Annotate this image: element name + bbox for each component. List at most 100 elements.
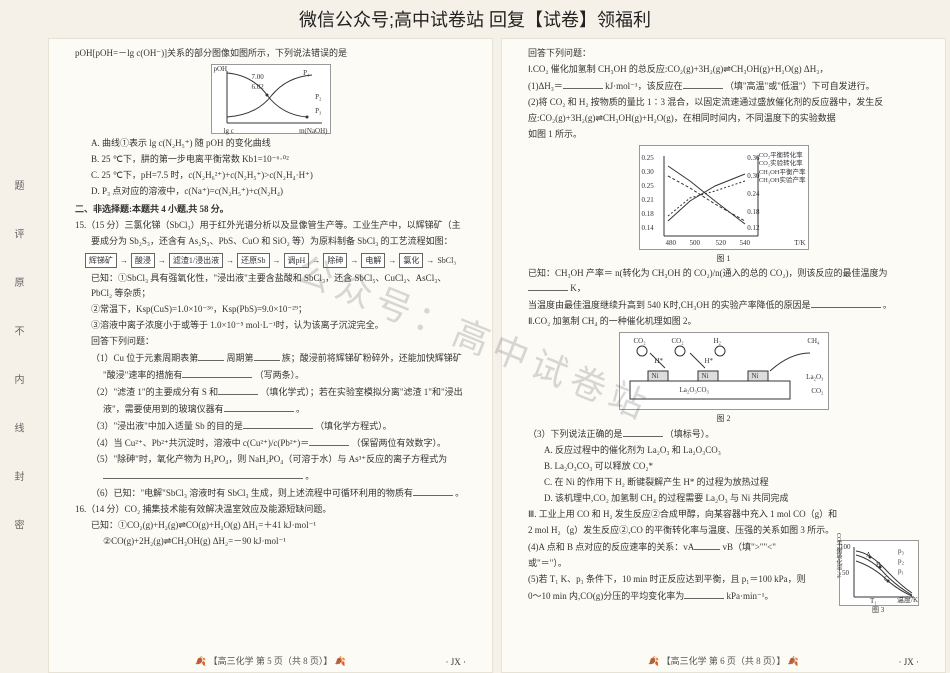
- flow-out: SbCl₃: [437, 256, 456, 265]
- lbl: CO₂: [672, 337, 684, 345]
- fig2-caption: 图 2: [528, 413, 919, 425]
- tick: 540: [740, 239, 751, 247]
- t: 。: [305, 471, 314, 481]
- page-6: 回答下列问题： Ⅰ.CO₂ 催化加氢制 CH₃OH 的总反应:CO₂(g)+3H…: [501, 38, 946, 673]
- q15-known3: ③溶液中离子浓度小于或等于 1.0×10⁻⁵ mol·L⁻¹时，认为该离子沉淀完…: [75, 319, 466, 333]
- lbl: CO₂: [634, 337, 646, 345]
- lbl: H₂: [714, 337, 722, 345]
- q16-k1: 已知：①CO₂(g)+H₂(g)⇌CO(g)+H₂O(g) ΔH₁=＋41 kJ…: [75, 519, 466, 533]
- t: （2）"滤渣 1"的主要成分有 S 和: [91, 387, 218, 397]
- opt-b: B. 25 ℃下，肼的第一步电离平衡常数 Kb1=10⁻⁶·⁰²: [75, 153, 466, 167]
- t: 。: [296, 404, 305, 414]
- lbl: p₁: [898, 567, 904, 575]
- r-l1b: (1)ΔH₃＝ kJ·mol⁻¹，该反应在 （填"高温"或"低温"）下可自发进行…: [528, 79, 919, 94]
- tick: 520: [716, 239, 727, 247]
- t: （填化学式）；若在实验室模拟分离"滤渣 1"和"浸出: [260, 387, 462, 397]
- figure-1: 0.25 0.30 0.25 0.21 0.18 0.14 0.36 0.30 …: [528, 145, 919, 250]
- tick: 500: [690, 239, 701, 247]
- legend-item: CO₂实验转化率: [759, 160, 806, 168]
- flow-as: 除砷: [323, 253, 347, 268]
- flow-ore: 辉锑矿: [85, 253, 117, 268]
- q15-2c: 液"，需要使用到的玻璃仪器有 。: [75, 402, 466, 417]
- q15-5: （5）"除砷"时，氧化产物为 H₃PO₄，则 NaH₂PO₄（可溶于水）与 As…: [75, 453, 466, 467]
- mark-p2: P₂: [315, 93, 321, 101]
- r-l6b: 2 mol H₂（g）发生反应②,CO 的平衡转化率与温度、压强的关系如图 3 …: [528, 524, 919, 538]
- t: （填化学方程式）。: [315, 421, 392, 431]
- t: 周期第: [227, 353, 254, 363]
- r-l7c: 或"＝"）。: [528, 557, 833, 571]
- r-l1a: Ⅰ.CO₂ 催化加氢制 CH₃OH 的总反应:CO₂(g)+3H₂(g)⇌CH₃…: [528, 63, 919, 77]
- legend-item: CH₃OH实验产率: [759, 177, 806, 185]
- r-l6a: Ⅲ. 工业上用 CO 和 H₂ 发生反应②合成甲醇，向某容器中充入 1 mol …: [528, 508, 919, 522]
- flow-ph: 调pH: [284, 253, 310, 268]
- r-l2b: 应:CO₂(g)+3H₂(g)⇌CH₃OH(g)+H₂O(g)，在相同时间内，不…: [528, 112, 919, 126]
- section-2: 二、非选择题:本题共 4 小题,共 58 分。: [75, 203, 466, 217]
- tick: 0.24: [747, 190, 759, 198]
- tick: 0.36: [747, 154, 759, 162]
- ans-head: 回答下列问题：: [528, 47, 919, 61]
- q16-head: 16.（14 分）CO₂ 捕集技术能有效解决温室效应及能源短缺问题。: [75, 503, 466, 517]
- tick: 0.12: [747, 224, 759, 232]
- tick: 0.30: [747, 172, 759, 180]
- footer-text: 【高三化学 第 5 页（共 8 页）】: [209, 656, 333, 666]
- q15-known1b: PbCl₂ 等杂质；: [75, 287, 466, 301]
- lbl: p₂: [898, 557, 904, 565]
- q15-head2: 要成分为 Sb₂S₃，还含有 As₂S₃、PbS、CuO 和 SiO₂ 等）为原…: [75, 235, 466, 249]
- lbl: Ni: [652, 372, 659, 380]
- xlabel-r: m(NaOH): [299, 127, 327, 135]
- q15-2: （2）"滤渣 1"的主要成分有 S 和 （填化学式）；若在实验室模拟分离"滤渣 …: [75, 385, 466, 400]
- page-footer-5: 🍂 【高三化学 第 5 页（共 8 页）】 🍂: [49, 654, 492, 667]
- q15-3: （3）"浸出液"中加入适量 Sb 的目的是 （填化学方程式）。: [75, 419, 466, 434]
- footer-code-6: · JX ·: [899, 657, 920, 667]
- tick: 0.25: [642, 154, 654, 162]
- t: 。: [455, 488, 464, 498]
- lbl: CO₂: [811, 387, 823, 395]
- t: 液"，需要使用到的玻璃仪器有: [103, 404, 224, 414]
- t: vB（填">""<": [723, 542, 776, 552]
- lbl: H*: [655, 357, 664, 365]
- lbl: H*: [705, 357, 714, 365]
- t: kPa·min⁻¹。: [727, 591, 774, 601]
- r-oB: B. La₂O₃CO₃ 可以释放 CO₂*: [528, 460, 919, 474]
- t: "酸浸"速率的措施有: [103, 370, 182, 380]
- xlabel: 温度/K: [897, 595, 918, 605]
- arrow-icon: →: [158, 256, 166, 265]
- t: （3）"浸出液"中加入适量 Sb 的目的是: [91, 421, 243, 431]
- lbl: La₂O₃CO₃: [680, 386, 709, 394]
- blank: [683, 79, 723, 89]
- blank: [198, 351, 224, 361]
- tick: 0.21: [642, 196, 654, 204]
- page-footer-6: 🍂 【高三化学 第 6 页（共 8 页）】 🍂: [502, 654, 945, 667]
- blank: [563, 79, 603, 89]
- figure-poh-box: pOH 7.00 6.02 P₁ P₂ P₃ lg c m(NaOH): [211, 64, 331, 134]
- figure-poh: pOH 7.00 6.02 P₁ P₂ P₃ lg c m(NaOH): [75, 64, 466, 134]
- blank: [254, 351, 280, 361]
- t: 当温度由最佳温度继续升高到 540 K时,CH₃OH 的实验产率降低的原因是: [528, 300, 811, 310]
- lbl: C: [884, 575, 889, 583]
- q16-k2: ②CO(g)+2H₂(g)⇌CH₃OH(g) ΔH₂=－90 kJ·mol⁻¹: [75, 535, 466, 549]
- fig1-caption: 图 1: [528, 253, 919, 265]
- t: (4)A 点和 B 点对应的反应速率的关系：vA: [528, 542, 694, 552]
- blank: [103, 469, 303, 479]
- t: 。: [883, 300, 892, 310]
- blank: [243, 419, 313, 429]
- r-l2a: (2)将 CO₂ 和 H₂ 按物质的量比 1∶3 混合，以固定流速通过盛放催化剂…: [528, 96, 919, 110]
- lbl: Ni: [752, 372, 759, 380]
- blank: [684, 589, 724, 599]
- xlabel: T/K: [794, 239, 805, 247]
- legend-item: CH₃OH平衡产率: [759, 169, 806, 177]
- tick: 0.14: [642, 224, 654, 232]
- q-intro: pOH[pOH=－lg c(OH⁻)]关系的部分图像如图所示，下列说法错误的是: [75, 47, 466, 61]
- q15-1d: "酸浸"速率的措施有 （写两条）。: [75, 368, 466, 383]
- blank: [224, 402, 294, 412]
- t: （4）当 Cu²⁺、Pb²⁺共沉淀时，溶液中 c(Cu²⁺)/c(Pb²⁺)＝: [91, 438, 309, 448]
- t: （写两条）。: [255, 370, 305, 380]
- tick: 0.25: [642, 182, 654, 190]
- tick: T₁: [870, 597, 877, 605]
- q15-6: （6）已知："电解"SbCl₃ 溶液时有 SbCl₃ 生成，则上述流程中可循环利…: [75, 486, 466, 501]
- arrow-icon: →: [120, 256, 128, 265]
- arrow-icon: →: [388, 256, 396, 265]
- lbl: CH₄: [807, 337, 819, 345]
- opt-a: A. 曲线①表示 lg c(N₂H₅⁺) 随 pOH 的变化曲线: [75, 137, 466, 151]
- q15-answer-head: 回答下列问题：: [75, 335, 466, 349]
